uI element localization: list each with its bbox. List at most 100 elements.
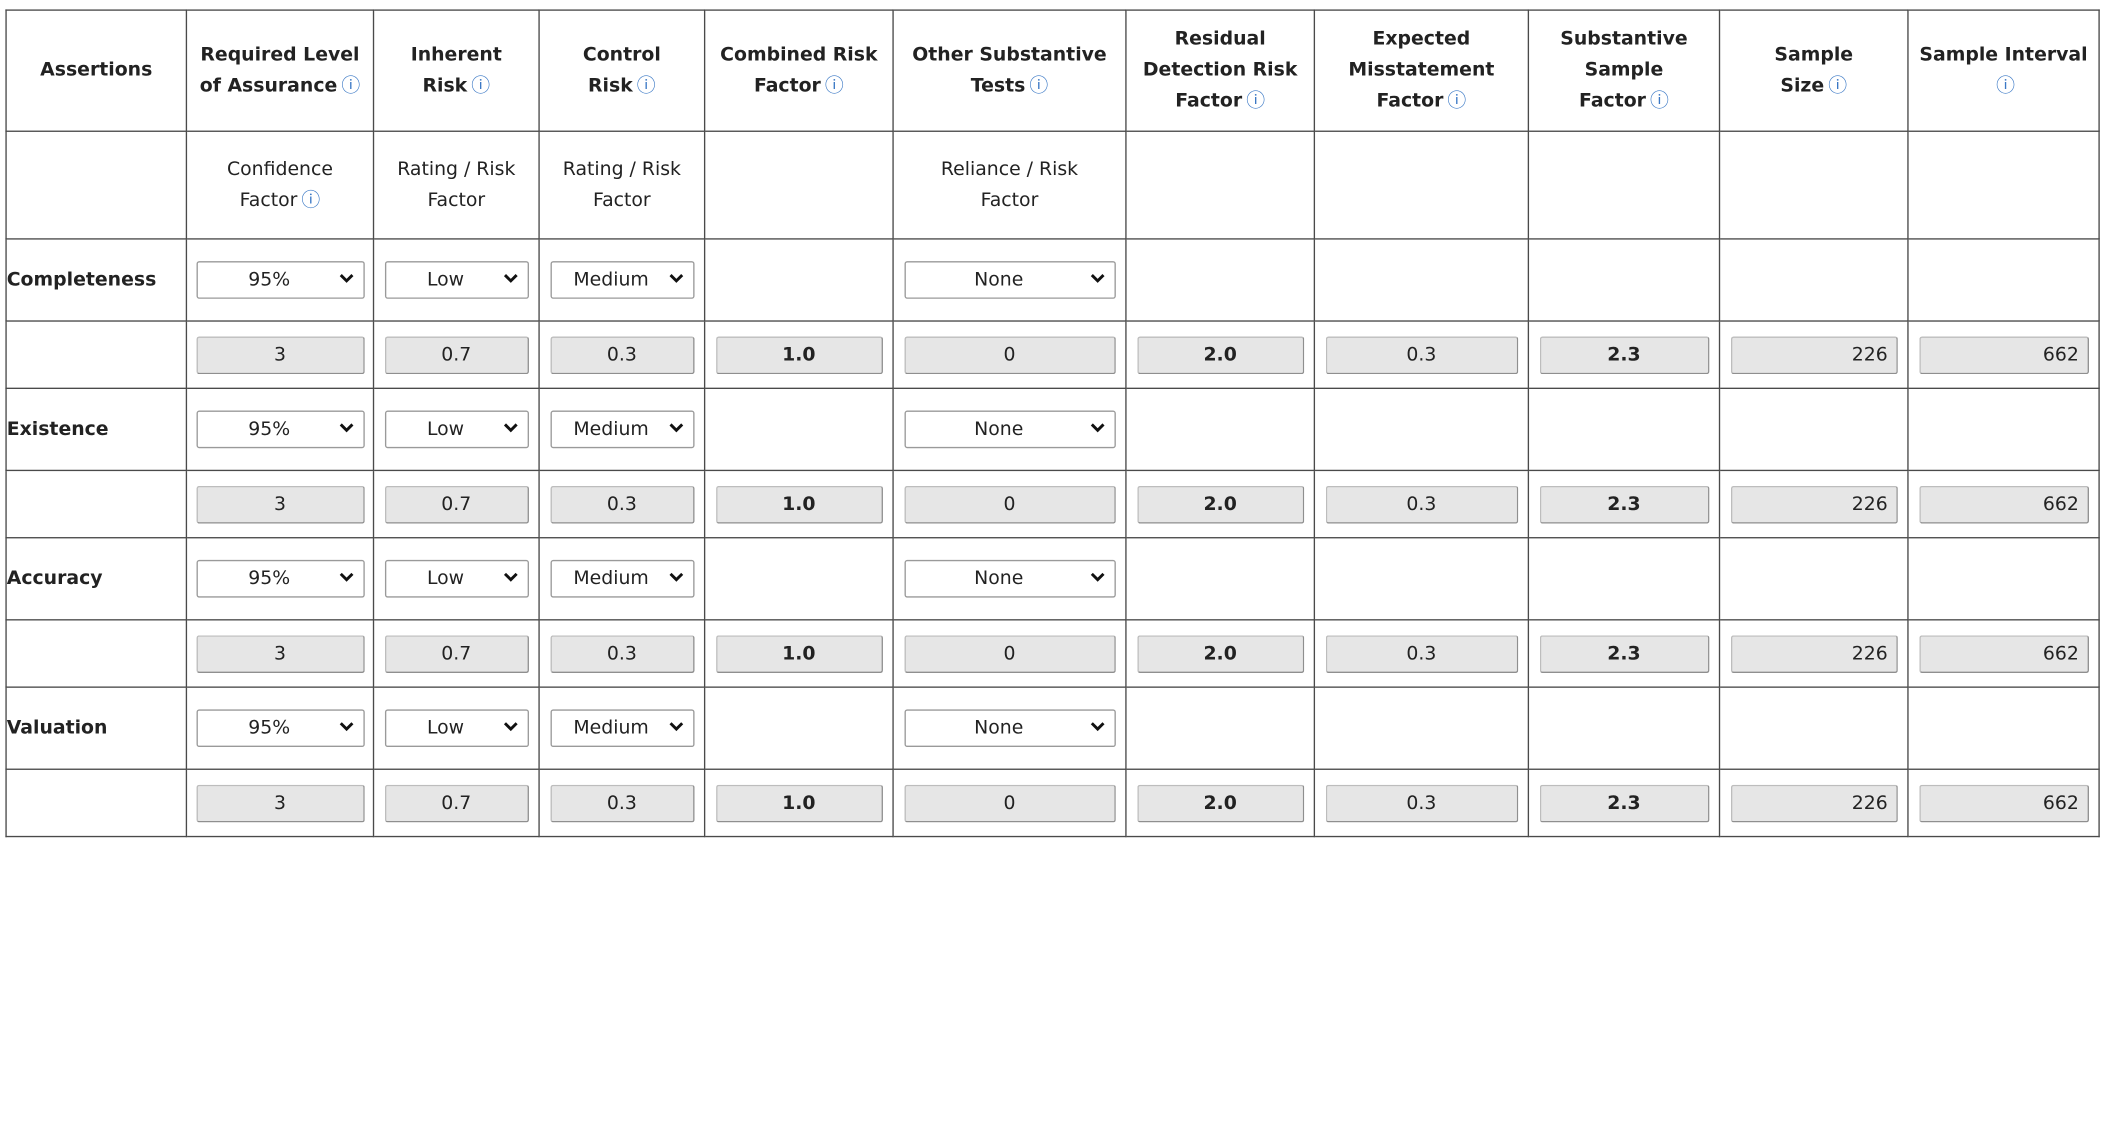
subheader-reliance: Reliance / Risk Factor [892,130,1127,240]
chevron-down-icon [339,423,353,433]
select-value: Low [426,568,465,590]
select-value: Medium [573,269,649,291]
chevron-down-icon [1090,722,1104,732]
info-icon[interactable]: ⓘ [1246,90,1266,112]
residual-detection-factor-value: 2.0 [1136,335,1304,374]
header-label: Expected Misstatement Factor [1348,28,1495,112]
chevron-down-icon [1090,572,1104,582]
info-icon[interactable]: ⓘ [1029,74,1049,97]
confidence-select[interactable]: 95% [195,261,365,299]
sample-interval-value: 662 [1918,784,2089,822]
expected-misstatement-factor-value: 0.3 [1325,784,1518,822]
confidence-select[interactable]: 95% [195,709,365,748]
info-icon[interactable]: ⓘ [1996,74,2015,97]
reliance-select[interactable]: None [903,559,1116,598]
select-value: Low [426,269,465,291]
assertion-row: Accuracy 95% Low Medium None [5,537,2100,621]
info-icon[interactable]: ⓘ [1650,90,1669,112]
inherent-risk-factor-value: 0.7 [384,485,529,523]
reliance-select[interactable]: None [903,261,1116,299]
select-value: Medium [573,568,649,590]
inherent-risk-select[interactable]: Low [384,410,529,449]
header-residual-detection-risk: Residual Detection Risk Factor ⓘ [1125,9,1316,132]
assertion-row: Existence 95% Low Medium None [5,387,2100,472]
substantive-sample-factor-value: 2.3 [1539,335,1709,374]
other-tests-factor-value: 0 [903,485,1116,523]
chevron-down-icon [668,423,683,433]
info-icon[interactable]: ⓘ [636,74,656,97]
sample-size-value: 226 [1730,335,1898,374]
confidence-select[interactable]: 95% [195,410,365,449]
subheader-confidence: Confidence Factor ⓘ [185,130,375,240]
expected-misstatement-factor-value: 0.3 [1325,335,1518,374]
inherent-risk-select[interactable]: Low [384,261,529,299]
sample-size-value: 226 [1730,634,1898,673]
header-assertions: Assertions [5,9,188,132]
other-tests-factor-value: 0 [903,335,1116,374]
confidence-factor-value: 3 [195,335,365,374]
header-label: Sample Size [1774,43,1854,97]
select-value: None [974,269,1024,291]
header-label: Inherent Risk [410,43,502,97]
control-risk-select[interactable]: Medium [549,709,694,748]
select-value: Medium [573,418,649,441]
chevron-down-icon [339,572,353,582]
assertion-name: Completeness [5,238,188,322]
control-risk-select[interactable]: Medium [549,559,694,598]
info-icon[interactable]: ⓘ [1447,90,1467,112]
subheader-label: Confidence Factor [226,158,333,211]
header-combined-risk: Combined Risk Factor ⓘ [703,9,894,132]
chevron-down-icon [339,722,353,732]
sample-interval-value: 662 [1918,335,2089,374]
header-label: Other Substantive Tests [912,43,1107,97]
control-risk-select[interactable]: Medium [549,410,694,449]
select-value: Low [426,418,465,441]
info-icon[interactable]: ⓘ [824,74,844,97]
inherent-risk-factor-value: 0.7 [384,335,529,374]
header-sample-size: Sample Size ⓘ [1718,9,1909,132]
other-tests-factor-value: 0 [903,784,1116,822]
header-label: Control Risk [582,43,661,97]
other-tests-factor-value: 0 [903,634,1116,673]
subheader-inherent: Rating / Risk Factor [372,130,540,240]
subheader-label: Rating / Risk Factor [562,158,681,211]
confidence-select[interactable]: 95% [195,559,365,598]
reliance-select[interactable]: None [903,410,1116,449]
chevron-down-icon [339,274,353,283]
control-risk-factor-value: 0.3 [549,784,694,822]
select-value: 95% [248,418,291,441]
assertion-name: Existence [5,387,188,472]
info-icon[interactable]: ⓘ [341,74,361,97]
subheader-row: Confidence Factor ⓘ Rating / Risk Factor … [5,130,2100,240]
confidence-factor-value: 3 [195,634,365,673]
substantive-sample-factor-value: 2.3 [1539,634,1709,673]
subheader-label: Reliance / Risk Factor [940,158,1079,211]
info-icon[interactable]: ⓘ [471,74,491,97]
chevron-down-icon [503,572,517,582]
chevron-down-icon [503,274,517,283]
header-label: Sample Interval [1919,43,2088,66]
chevron-down-icon [503,423,517,433]
control-risk-factor-value: 0.3 [549,485,694,523]
header-label: Assertions [40,59,153,81]
assertion-name: Accuracy [5,537,188,621]
info-icon[interactable]: ⓘ [301,189,321,211]
reliance-select[interactable]: None [903,709,1116,748]
select-value: Low [426,717,465,739]
inherent-risk-factor-value: 0.7 [384,784,529,822]
inherent-risk-select[interactable]: Low [384,709,529,748]
header-required-level: Required Level of Assurance ⓘ [185,9,375,132]
sample-interval-value: 662 [1918,485,2089,523]
chevron-down-icon [668,572,683,582]
values-row: 3 0.7 0.3 1.0 0 2.0 0.3 2.3 226 662 [5,768,2100,838]
info-icon[interactable]: ⓘ [1828,74,1848,97]
control-risk-select[interactable]: Medium [549,261,694,299]
select-value: Medium [573,717,649,739]
subheader-label: Rating / Risk Factor [397,158,516,211]
assertion-row: Completeness 95% Low Medium None [5,238,2100,322]
inherent-risk-select[interactable]: Low [384,559,529,598]
chevron-down-icon [668,722,683,732]
select-value: 95% [248,269,291,291]
residual-detection-factor-value: 2.0 [1136,784,1304,822]
sample-interval-value: 662 [1918,634,2089,673]
